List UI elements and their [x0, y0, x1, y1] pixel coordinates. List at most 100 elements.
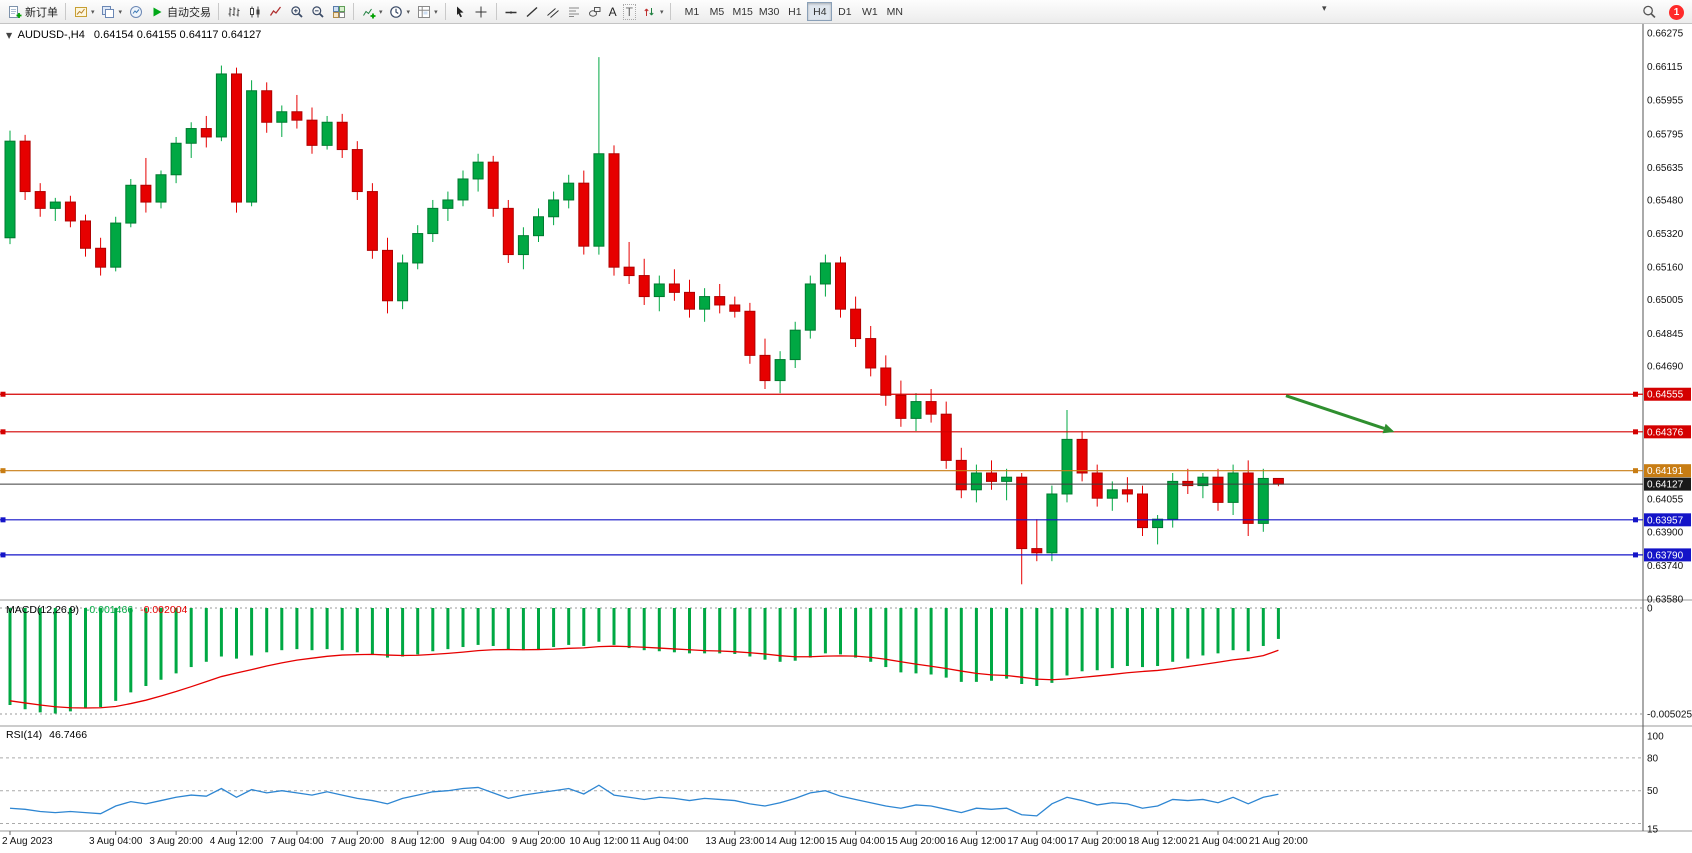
candlestick-chart-button[interactable] [244, 2, 265, 22]
new-order-button[interactable]: 新订单 [4, 2, 61, 22]
templates-icon [416, 4, 431, 19]
rsi-value: 46.7466 [49, 729, 88, 741]
macd-name: MACD(12,26,9) [6, 604, 79, 616]
svg-text:10 Aug 12:00: 10 Aug 12:00 [569, 836, 628, 847]
rsi-label: RSI(14) 46.7466 [6, 729, 87, 741]
rsi-name: RSI(14) [6, 729, 43, 741]
shapes-icon [588, 4, 603, 19]
svg-text:0.66115: 0.66115 [1647, 62, 1683, 73]
macd-main-value: -0.001466 [85, 604, 134, 616]
new-chart-icon [73, 4, 88, 19]
timeframe-button-mn[interactable]: MN [882, 2, 907, 21]
cursor-button[interactable] [450, 2, 471, 22]
chevron-down-icon: ▾ [1322, 4, 1327, 14]
svg-text:0.63740: 0.63740 [1647, 561, 1684, 572]
new-order-label: 新订单 [25, 6, 58, 19]
timeframe-button-d1[interactable]: D1 [832, 2, 857, 21]
svg-text:11 Aug 04:00: 11 Aug 04:00 [630, 836, 689, 847]
ohlc-values: 0.64154 0.64155 0.64117 0.64127 [93, 29, 262, 41]
svg-text:0.63900: 0.63900 [1647, 527, 1684, 538]
trendline-button[interactable] [522, 2, 543, 22]
svg-text:9 Aug 20:00: 9 Aug 20:00 [512, 836, 566, 847]
autotrading-icon [149, 4, 164, 19]
search-button[interactable] [1639, 2, 1660, 22]
notification-badge[interactable]: 1 [1669, 4, 1684, 20]
toolbar-separator [495, 3, 497, 20]
line-chart-icon [268, 4, 283, 19]
chevron-down-icon: ▾ [118, 7, 123, 16]
toolbar-overflow-button[interactable]: ▾ [1316, 3, 1333, 15]
clock-icon [389, 4, 404, 19]
symbol-period-label: AUDUSD-,H4 [17, 29, 85, 41]
macd-signal-value: -0.002004 [140, 604, 188, 616]
svg-text:18 Aug 12:00: 18 Aug 12:00 [1128, 836, 1187, 847]
svg-text:3 Aug 04:00: 3 Aug 04:00 [89, 836, 143, 847]
templates-button[interactable]: ▾ [413, 2, 441, 22]
svg-text:15 Aug 20:00: 15 Aug 20:00 [887, 836, 946, 847]
svg-text:0.66275: 0.66275 [1647, 29, 1684, 40]
svg-text:0.65795: 0.65795 [1647, 129, 1684, 140]
toolbar-separator [218, 3, 220, 20]
svg-text:4 Aug 12:00: 4 Aug 12:00 [210, 836, 264, 847]
new-chart-button[interactable]: ▾ [70, 2, 98, 22]
tile-windows-button[interactable] [328, 2, 349, 22]
svg-text:0.64845: 0.64845 [1647, 329, 1684, 340]
channel-icon [546, 4, 561, 19]
svg-text:16 Aug 12:00: 16 Aug 12:00 [947, 836, 1006, 847]
macd-label: MACD(12,26,9) -0.001466 -0.002004 [6, 604, 187, 616]
crosshair-button[interactable] [471, 2, 492, 22]
timeframe-button-m5[interactable]: M5 [704, 2, 729, 21]
chart-area: 0.64555 0.64376 0.64191 0.63957 0.63790 0.641… [0, 24, 1692, 853]
timeframe-button-m30[interactable]: M30 [756, 2, 782, 21]
text-button[interactable]: A [606, 2, 620, 22]
new-order-icon [7, 4, 22, 19]
time-axis[interactable] [0, 831, 1643, 853]
zoom-out-icon [310, 4, 325, 19]
bars-chart-icon [226, 4, 241, 19]
autotrading-button[interactable]: 自动交易 [146, 2, 214, 22]
arrows-button[interactable]: ▾ [639, 2, 667, 22]
market-watch-icon [128, 4, 143, 19]
svg-text:7 Aug 20:00: 7 Aug 20:00 [331, 836, 385, 847]
svg-text:17 Aug 20:00: 17 Aug 20:00 [1068, 836, 1127, 847]
zoom-in-button[interactable] [286, 2, 307, 22]
toolbar-right: 1 [1639, 0, 1684, 24]
horizontal-line-button[interactable] [501, 2, 522, 22]
svg-text:0.64127: 0.64127 [1647, 480, 1684, 491]
label-tool-label: T [622, 3, 636, 20]
market-watch-button[interactable] [125, 2, 146, 22]
text-label-button[interactable]: T [620, 2, 639, 22]
profiles-button[interactable]: ▾ [98, 2, 126, 22]
timeframe-button-h4[interactable]: H4 [807, 2, 833, 21]
svg-text:0.63790: 0.63790 [1647, 550, 1684, 561]
fibonacci-button[interactable] [564, 2, 585, 22]
toolbar-separator [353, 3, 355, 20]
svg-text:0: 0 [1647, 604, 1653, 615]
chart-canvas[interactable]: 0.64555 0.64376 0.64191 0.63957 0.63790 0.641… [0, 24, 1692, 853]
channel-button[interactable] [543, 2, 564, 22]
svg-text:0.65955: 0.65955 [1647, 96, 1684, 107]
timeframe-button-w1[interactable]: W1 [857, 2, 882, 21]
timeframe-button-m15[interactable]: M15 [729, 2, 755, 21]
svg-text:-0.005025: -0.005025 [1647, 710, 1692, 721]
timeframe-button-h1[interactable]: H1 [782, 2, 807, 21]
periods-button[interactable]: ▾ [386, 2, 414, 22]
shapes-button[interactable] [585, 2, 606, 22]
zoom-out-button[interactable] [307, 2, 328, 22]
timeframe-button-m1[interactable]: M1 [679, 2, 704, 21]
line-chart-button[interactable] [265, 2, 286, 22]
search-icon [1642, 5, 1657, 20]
svg-text:14 Aug 12:00: 14 Aug 12:00 [766, 836, 825, 847]
svg-text:0.63957: 0.63957 [1647, 515, 1684, 526]
timeframe-group: M1 M5 M15 M30 H1 H4 D1 W1 MN [679, 2, 907, 21]
svg-text:0.64376: 0.64376 [1647, 427, 1684, 438]
price-axis[interactable] [1643, 24, 1692, 831]
svg-text:17 Aug 04:00: 17 Aug 04:00 [1007, 836, 1066, 847]
bars-chart-button[interactable] [223, 2, 244, 22]
svg-text:80: 80 [1647, 753, 1659, 764]
indicators-button[interactable]: ▾ [358, 2, 386, 22]
svg-text:15: 15 [1647, 825, 1659, 836]
svg-text:13 Aug 23:00: 13 Aug 23:00 [705, 836, 764, 847]
text-tool-label: A [608, 4, 617, 19]
svg-text:50: 50 [1647, 786, 1659, 797]
